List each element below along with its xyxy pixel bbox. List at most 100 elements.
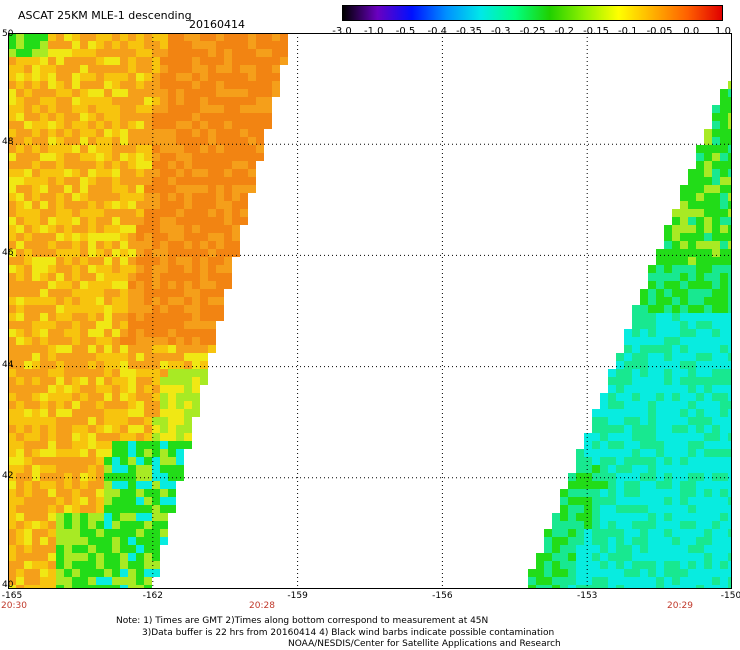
swath-cell [168, 113, 176, 121]
swath-cell [96, 497, 104, 505]
swath-cell [80, 441, 88, 449]
swath-cell [216, 65, 224, 73]
swath-cell [160, 385, 168, 393]
swath-cell [656, 353, 664, 361]
swath-cell [64, 305, 72, 313]
swath-cell [120, 441, 128, 449]
swath-cell [728, 489, 732, 497]
swath-cell [32, 313, 40, 321]
swath-cell [584, 473, 592, 481]
swath-cell [608, 529, 616, 537]
swath-cell [696, 305, 704, 313]
swath-cell [32, 177, 40, 185]
swath-cell [168, 65, 176, 73]
swath-cell [728, 369, 732, 377]
swath-cell [80, 161, 88, 169]
swath-cell [632, 481, 640, 489]
swath-cell [48, 337, 56, 345]
swath-cell [576, 457, 584, 465]
swath-cell [256, 121, 264, 129]
swath-cell [720, 273, 728, 281]
swath-cell [688, 577, 696, 585]
swath-cell [560, 513, 568, 521]
swath-cell [184, 161, 192, 169]
swath-cell [184, 265, 192, 273]
swath-cell [72, 81, 80, 89]
swath-cell [264, 81, 272, 89]
swath-cell [72, 201, 80, 209]
swath-cell [200, 81, 208, 89]
swath-cell [72, 297, 80, 305]
swath-cell [224, 81, 232, 89]
swath-cell [624, 457, 632, 465]
swath-cell [544, 585, 552, 589]
swath-cell [672, 289, 680, 297]
swath-cell [632, 377, 640, 385]
swath-cell [104, 273, 112, 281]
swath-cell [712, 577, 720, 585]
swath-cell [208, 233, 216, 241]
swath-cell [152, 257, 160, 265]
swath-cell [688, 521, 696, 529]
swath-cell [112, 185, 120, 193]
swath-cell [192, 185, 200, 193]
swath-cell [56, 521, 64, 529]
swath-cell [24, 41, 32, 49]
swath-cell [144, 345, 152, 353]
swath-cell [96, 577, 104, 585]
swath-cell [696, 217, 704, 225]
swath-cell [200, 273, 208, 281]
swath-cell [680, 241, 688, 249]
swath-cell [88, 217, 96, 225]
swath-cell [664, 313, 672, 321]
swath-cell [728, 505, 732, 513]
swath-cell [696, 313, 704, 321]
swath-cell [120, 473, 128, 481]
swath-cell [56, 257, 64, 265]
swath-cell [576, 481, 584, 489]
swath-cell [640, 585, 648, 589]
swath-cell [8, 409, 16, 417]
swath-cell [680, 329, 688, 337]
swath-cell [40, 241, 48, 249]
swath-cell [616, 441, 624, 449]
swath-cell [128, 65, 136, 73]
swath-cell [120, 545, 128, 553]
swath-cell [184, 377, 192, 385]
swath-cell [152, 185, 160, 193]
swath-cell [88, 81, 96, 89]
swath-cell [168, 265, 176, 273]
swath-cell [672, 225, 680, 233]
swath-cell [120, 361, 128, 369]
swath-cell [192, 265, 200, 273]
swath-cell [264, 89, 272, 97]
swath-cell [688, 529, 696, 537]
swath-cell [616, 537, 624, 545]
swath-cell [104, 473, 112, 481]
swath-cell [656, 305, 664, 313]
swath-cell [96, 137, 104, 145]
swath-cell [96, 313, 104, 321]
swath-cell [24, 49, 32, 57]
swath-cell [112, 537, 120, 545]
swath-cell [184, 121, 192, 129]
swath-cell [176, 193, 184, 201]
swath-cell [600, 457, 608, 465]
swath-cell [576, 585, 584, 589]
swath-cell [720, 385, 728, 393]
swath-cell [656, 569, 664, 577]
swath-cell [656, 497, 664, 505]
swath-cell [720, 393, 728, 401]
swath-cell [144, 145, 152, 153]
swath-cell [624, 345, 632, 353]
swath-cell [80, 545, 88, 553]
swath-cell [696, 377, 704, 385]
swath-cell [16, 57, 24, 65]
swath-cell [8, 449, 16, 457]
swath-cell [56, 513, 64, 521]
swath-cell [696, 401, 704, 409]
swath-cell [120, 297, 128, 305]
swath-cell [72, 377, 80, 385]
swath-cell [696, 273, 704, 281]
swath-cell [120, 281, 128, 289]
